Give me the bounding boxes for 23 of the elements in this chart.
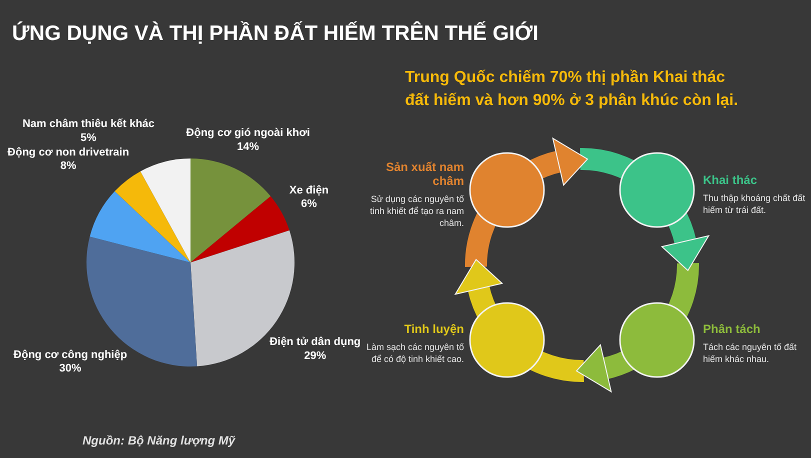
slice-label: Động cơ gió ngoài khơi xyxy=(186,127,310,140)
text: Sử dụng các nguyên tố tinh khiết để tạo ra nam châm. xyxy=(370,193,464,229)
slice-label: Động cơ công nghiệp xyxy=(14,348,128,361)
text: Nguồn: Bộ Năng lượng Mỹ xyxy=(82,434,236,448)
text: Thu thập khoáng chất đất hiếm từ trái đất. xyxy=(703,192,806,216)
category-label: Phân tách xyxy=(703,322,760,336)
text: Làm sạch các nguyên tố để có độ tinh khiết cao. xyxy=(366,341,464,365)
slice-label: Điện tử dân dụng xyxy=(270,336,361,348)
category-label: Sản xuất nam châm xyxy=(386,160,464,188)
slice-label: Xe điện xyxy=(289,184,329,196)
category-label: Tinh luyện xyxy=(404,322,464,336)
data-label: 8% xyxy=(60,160,76,172)
slice-label: Động cơ non drivetrain xyxy=(8,146,130,158)
text: Tách các nguyên tố đất hiếm khác nhau. xyxy=(703,341,797,365)
data-label: 14% xyxy=(237,140,260,153)
data-label: 30% xyxy=(59,362,82,375)
data-label: 5% xyxy=(80,132,97,144)
chart-title: ỨNG DỤNG VÀ THỊ PHẦN ĐẤT HIẾM TRÊN THẾ GIỚI xyxy=(11,20,539,46)
data-label: 29% xyxy=(304,350,326,362)
text: Trung Quốc chiếm 70% thị phần Khai thác đất hiếm và hơn 90% ở 3 phân khúc còn lại. xyxy=(405,68,738,111)
category-label: Khai thác xyxy=(703,173,758,187)
slice-label: Nam châm thiêu kết khác xyxy=(22,118,155,130)
data-label: 6% xyxy=(301,198,318,210)
